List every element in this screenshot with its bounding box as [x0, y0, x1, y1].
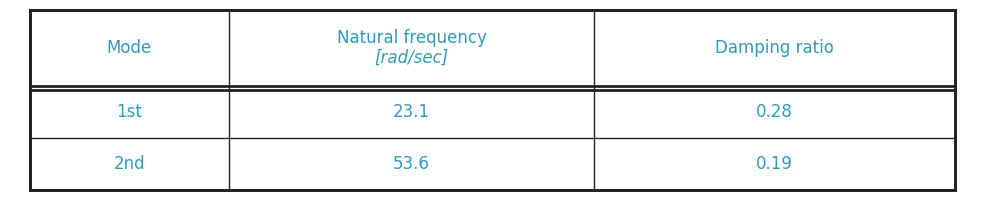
- Text: 53.6: 53.6: [393, 155, 430, 173]
- Text: 0.19: 0.19: [756, 155, 793, 173]
- Text: 1st: 1st: [116, 103, 143, 121]
- Text: Natural frequency: Natural frequency: [337, 29, 487, 47]
- Text: 23.1: 23.1: [393, 103, 430, 121]
- Text: Damping ratio: Damping ratio: [715, 39, 834, 57]
- Text: 0.28: 0.28: [756, 103, 793, 121]
- Text: 2nd: 2nd: [113, 155, 145, 173]
- Text: Mode: Mode: [106, 39, 152, 57]
- Text: [rad/sec]: [rad/sec]: [374, 49, 449, 67]
